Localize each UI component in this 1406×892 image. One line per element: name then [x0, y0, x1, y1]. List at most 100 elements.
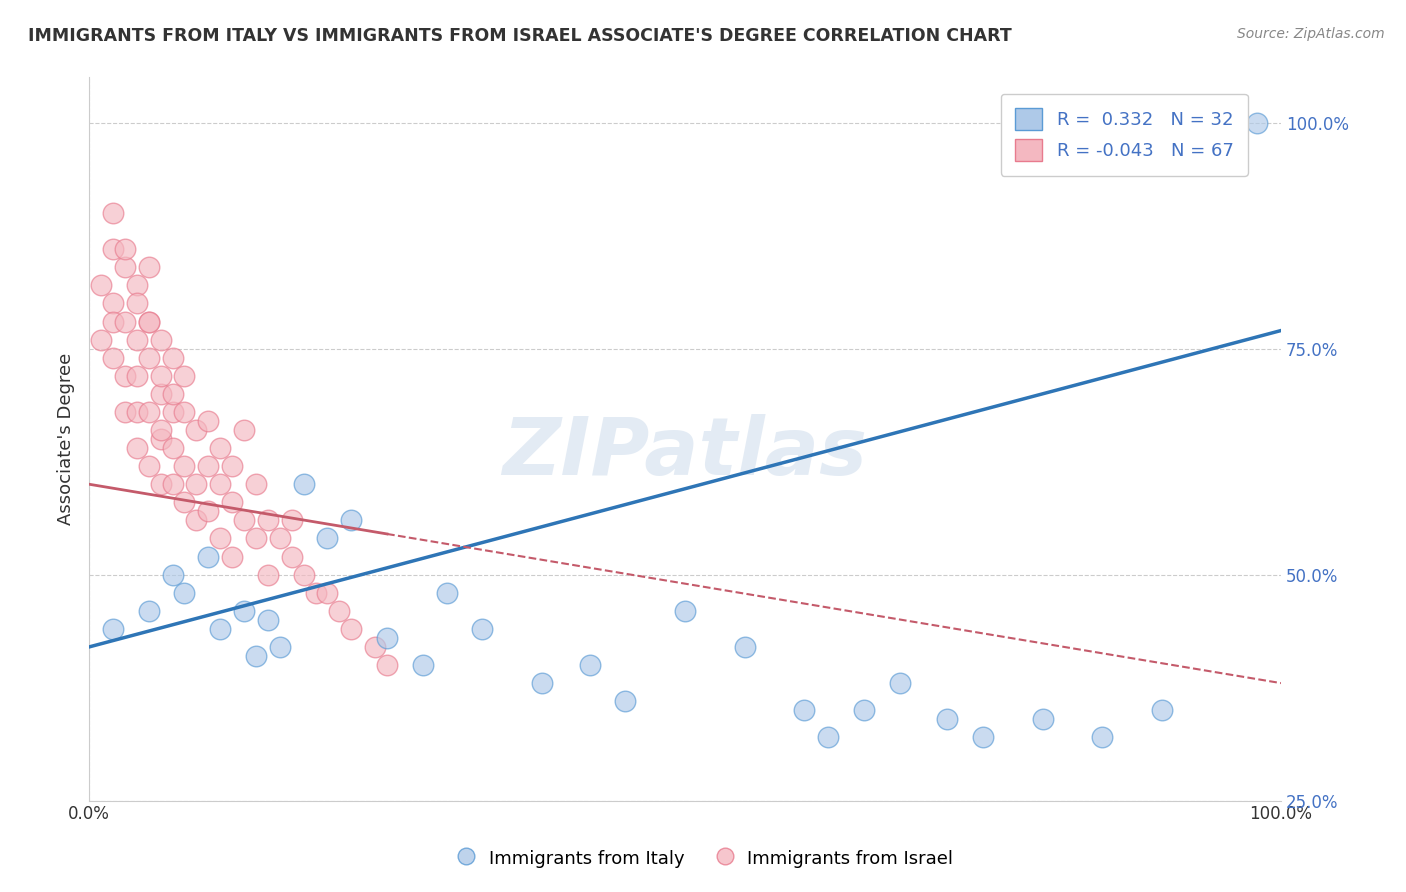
Point	[114, 314, 136, 328]
Point	[221, 549, 243, 564]
Point	[292, 477, 315, 491]
Point	[889, 676, 911, 690]
Point	[340, 513, 363, 527]
Point	[138, 351, 160, 365]
Point	[614, 694, 637, 708]
Point	[209, 441, 232, 455]
Point	[280, 549, 302, 564]
Point	[149, 423, 172, 437]
Point	[221, 459, 243, 474]
Point	[162, 351, 184, 365]
Point	[1032, 712, 1054, 726]
Point	[316, 585, 339, 599]
Point	[292, 567, 315, 582]
Point	[197, 459, 219, 474]
Point	[138, 260, 160, 275]
Text: Source: ZipAtlas.com: Source: ZipAtlas.com	[1237, 27, 1385, 41]
Point	[138, 405, 160, 419]
Point	[162, 477, 184, 491]
Point	[138, 459, 160, 474]
Point	[114, 368, 136, 383]
Text: ZIPatlas: ZIPatlas	[502, 415, 868, 492]
Point	[471, 622, 494, 636]
Point	[138, 314, 160, 328]
Point	[817, 731, 839, 745]
Text: IMMIGRANTS FROM ITALY VS IMMIGRANTS FROM ISRAEL ASSOCIATE'S DEGREE CORRELATION C: IMMIGRANTS FROM ITALY VS IMMIGRANTS FROM…	[28, 27, 1012, 45]
Point	[233, 604, 256, 618]
Point	[673, 604, 696, 618]
Point	[793, 703, 815, 717]
Point	[209, 622, 232, 636]
Point	[257, 613, 280, 627]
Point	[257, 567, 280, 582]
Point	[852, 703, 875, 717]
Point	[269, 640, 291, 654]
Point	[125, 405, 148, 419]
Point	[162, 405, 184, 419]
Point	[233, 423, 256, 437]
Point	[186, 513, 208, 527]
Point	[436, 585, 458, 599]
Point	[90, 278, 112, 293]
Point	[375, 658, 398, 673]
Point	[245, 477, 267, 491]
Legend: Immigrants from Italy, Immigrants from Israel: Immigrants from Italy, Immigrants from I…	[443, 838, 963, 879]
Point	[173, 405, 195, 419]
Point	[197, 549, 219, 564]
Point	[101, 314, 124, 328]
Point	[280, 513, 302, 527]
Point	[101, 242, 124, 256]
Point	[162, 441, 184, 455]
Legend: R =  0.332   N = 32, R = -0.043   N = 67: R = 0.332 N = 32, R = -0.043 N = 67	[1001, 94, 1249, 176]
Point	[125, 441, 148, 455]
Point	[197, 504, 219, 518]
Point	[125, 333, 148, 347]
Point	[233, 513, 256, 527]
Point	[221, 495, 243, 509]
Point	[149, 387, 172, 401]
Point	[125, 296, 148, 310]
Point	[186, 423, 208, 437]
Point	[375, 631, 398, 645]
Point	[209, 477, 232, 491]
Point	[209, 532, 232, 546]
Point	[173, 585, 195, 599]
Point	[101, 206, 124, 220]
Point	[114, 242, 136, 256]
Point	[162, 567, 184, 582]
Point	[304, 585, 326, 599]
Point	[173, 459, 195, 474]
Point	[101, 622, 124, 636]
Point	[138, 604, 160, 618]
Point	[114, 260, 136, 275]
Point	[114, 405, 136, 419]
Point	[162, 387, 184, 401]
Point	[1150, 703, 1173, 717]
Point	[149, 432, 172, 446]
Point	[530, 676, 553, 690]
Point	[186, 477, 208, 491]
Point	[972, 731, 994, 745]
Point	[328, 604, 350, 618]
Point	[149, 333, 172, 347]
Point	[316, 532, 339, 546]
Point	[364, 640, 387, 654]
Point	[197, 414, 219, 428]
Point	[125, 278, 148, 293]
Point	[101, 351, 124, 365]
Point	[138, 314, 160, 328]
Point	[101, 296, 124, 310]
Point	[173, 495, 195, 509]
Point	[578, 658, 600, 673]
Y-axis label: Associate's Degree: Associate's Degree	[58, 353, 75, 525]
Point	[340, 622, 363, 636]
Point	[245, 648, 267, 663]
Point	[257, 513, 280, 527]
Point	[149, 477, 172, 491]
Point	[269, 532, 291, 546]
Point	[173, 368, 195, 383]
Point	[1246, 115, 1268, 129]
Point	[734, 640, 756, 654]
Point	[1091, 731, 1114, 745]
Point	[90, 333, 112, 347]
